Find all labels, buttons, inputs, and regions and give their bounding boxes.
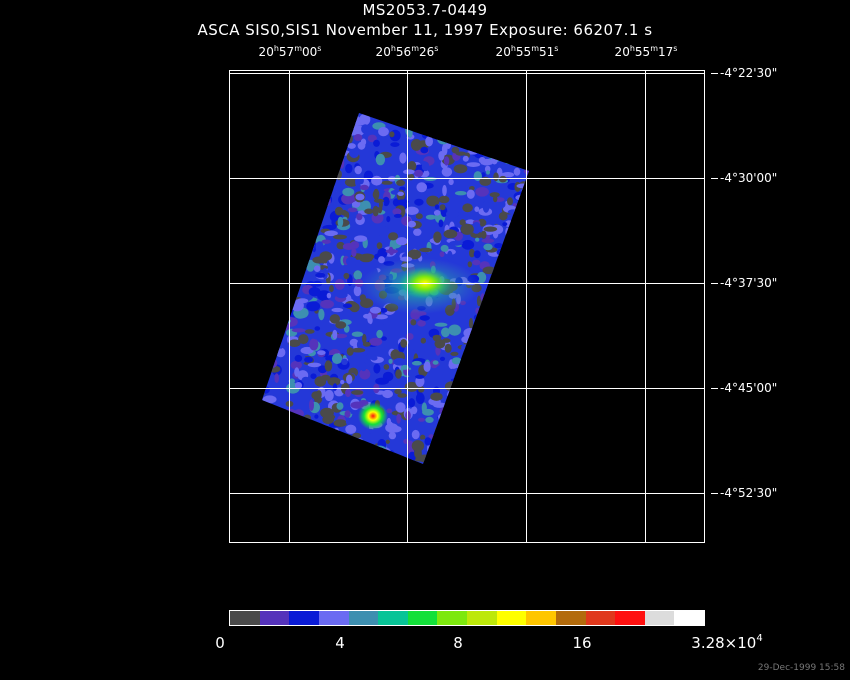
grid-line-v: [407, 71, 408, 542]
colorbar-segment: [615, 611, 645, 625]
ra-label-3: 20h55m51s: [495, 44, 559, 60]
colorbar: [229, 610, 705, 626]
colorbar-segment: [674, 611, 704, 625]
ra-label-2: 20h56m26s: [375, 44, 439, 60]
colorbar-segment: [526, 611, 556, 625]
colorbar-segment: [585, 611, 616, 625]
colorbar-segment: [378, 611, 408, 625]
dec-label-3: -4°37'30": [711, 276, 777, 290]
grid-line-v: [289, 71, 290, 542]
colorbar-segment: [407, 611, 438, 625]
image-title: MS2053.7-0449: [362, 1, 488, 19]
dec-label-5: -4°52'30": [711, 486, 777, 500]
colorbar-label-8: 8: [453, 634, 463, 652]
grid-line-h: [230, 388, 704, 389]
colorbar-segment: [289, 611, 319, 625]
grid-line-v: [645, 71, 646, 542]
dec-label-2: -4°30'00": [711, 171, 777, 185]
colorbar-label-4: 4: [335, 634, 345, 652]
timestamp: 29-Dec-1999 15:58: [757, 663, 845, 673]
colorbar-label-max: 3.28×104: [691, 633, 763, 653]
colorbar-segment: [437, 611, 467, 625]
grid-line-h: [230, 493, 704, 494]
colorbar-segment: [318, 611, 349, 625]
sky-image-frame: [229, 70, 705, 543]
bright-source: [358, 402, 388, 430]
grid-line-h: [230, 283, 704, 284]
ra-label-1: 20h57m00s: [258, 44, 322, 60]
dec-label-4: -4°45'00": [711, 381, 777, 395]
colorbar-label-16: 16: [572, 634, 592, 652]
ra-label-4: 20h55m17s: [614, 44, 678, 60]
image-subtitle: ASCA SIS0,SIS1 November 11, 1997 Exposur…: [197, 21, 653, 39]
dec-label-1: -4°22'30": [711, 66, 777, 80]
grid-line-h: [230, 73, 704, 74]
colorbar-segment: [644, 611, 675, 625]
colorbar-segment: [555, 611, 586, 625]
colorbar-segment: [230, 611, 260, 625]
colorbar-segment: [259, 611, 290, 625]
colorbar-segment: [467, 611, 497, 625]
grid-line-h: [230, 178, 704, 179]
colorbar-segment: [348, 611, 379, 625]
detector-field: [262, 113, 529, 464]
xray-intensity-map: [262, 113, 529, 464]
colorbar-label-min: 0: [215, 634, 225, 652]
grid-line-v: [526, 71, 527, 542]
colorbar-segment: [496, 611, 527, 625]
